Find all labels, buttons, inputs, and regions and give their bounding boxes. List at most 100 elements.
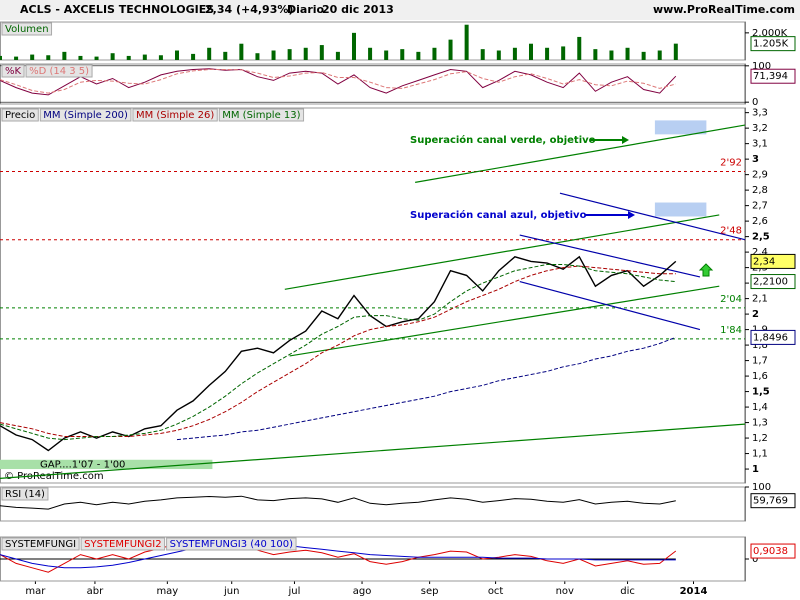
trend-line — [284, 214, 720, 290]
y-tick-label: 0 — [752, 97, 758, 108]
volume-bar — [464, 24, 469, 60]
volume-bar — [239, 43, 244, 60]
volume-bar — [110, 53, 115, 60]
volume-bar — [609, 50, 614, 60]
volume-bar — [480, 49, 485, 60]
date: 20 dic 2013 — [322, 3, 394, 16]
volume-bar — [593, 49, 598, 60]
y-tick-label: 1,5 — [752, 387, 770, 398]
legend-box — [39, 108, 132, 122]
quote: 2,34 (+4,93%) — [205, 3, 293, 16]
level-label: 2'92 — [720, 158, 742, 169]
trend-line — [0, 423, 745, 479]
legend-box — [166, 537, 297, 551]
value-box — [750, 493, 796, 509]
zone-label: GAP....1'07 - 1'00 — [40, 459, 125, 470]
legend-entry: SYSTEMFUNGI — [5, 539, 76, 550]
y-tick-label: 2,5 — [752, 232, 770, 243]
level-label: 1'84 — [720, 325, 742, 336]
series-line — [0, 255, 677, 452]
y-tick-label: 0 — [752, 554, 758, 565]
legend-entry: %K — [5, 66, 22, 77]
legend-entry: RSI (14) — [5, 489, 45, 500]
volume-bar — [191, 53, 196, 60]
value-box — [750, 543, 796, 559]
value-label: 0,9038 — [753, 546, 788, 557]
y-tick-label: 2,4 — [752, 247, 768, 258]
x-tick-label: 2014 — [680, 586, 708, 597]
y-tick-label: 2,1 — [752, 294, 768, 305]
trend-line — [519, 280, 701, 331]
volume-bar — [432, 47, 437, 60]
y-tick-label: 2,6 — [752, 216, 768, 227]
series-line — [176, 336, 676, 441]
legend-entry: MM (Simple 13) — [222, 110, 300, 121]
legend-entry: SYSTEMFUNGI2 — [84, 539, 161, 550]
y-tick-label: 100 — [752, 61, 771, 72]
series-line — [0, 69, 676, 94]
trend-line — [559, 192, 745, 241]
series-line — [0, 495, 676, 510]
legend-box — [1, 487, 49, 501]
volume-bar — [62, 51, 67, 60]
volume-bar — [368, 47, 373, 60]
trend-line — [519, 234, 701, 278]
annotation: Superación canal verde, objetivo — [410, 134, 596, 146]
legend-box — [1, 64, 25, 78]
value-box — [750, 253, 796, 269]
y-tick-label: 2,9 — [752, 170, 768, 181]
legend-box — [1, 22, 53, 36]
y-tick-label: 1 — [752, 464, 759, 475]
series-line — [0, 539, 677, 573]
volume-bar — [46, 55, 51, 60]
legend-box — [80, 537, 166, 551]
x-tick-label: mar — [25, 586, 46, 597]
volume-bar — [158, 55, 163, 60]
target-zone — [654, 120, 707, 135]
volume-bar — [528, 43, 533, 60]
volume-bar — [335, 51, 340, 60]
volume-bar — [30, 54, 35, 60]
volume-bar — [255, 53, 260, 60]
value-box — [750, 274, 796, 290]
volume-bar — [223, 51, 228, 60]
volume-bar — [78, 55, 83, 60]
volume-bar — [0, 55, 2, 60]
y-tick-label: 3,1 — [752, 139, 768, 150]
target-zone — [654, 202, 707, 217]
y-tick-label: 1,7 — [752, 356, 768, 367]
annotation: Superación canal azul, objetivo — [410, 209, 587, 221]
x-tick-label: may — [156, 586, 178, 597]
volume-bar — [657, 50, 662, 60]
site: www.ProRealTime.com — [653, 3, 795, 16]
series-line — [0, 542, 676, 569]
volume-bar — [319, 45, 324, 60]
legend-entry: MM (Simple 200) — [43, 110, 128, 121]
volume-bar — [512, 47, 517, 60]
y-tick-label: 3 — [752, 154, 759, 165]
level-label: 2'48 — [720, 226, 742, 237]
period: Diario — [287, 3, 325, 16]
y-tick-label: 1,4 — [752, 402, 768, 413]
x-tick-label: ago — [353, 586, 372, 597]
volume-bar — [142, 54, 147, 60]
y-tick-label: 1,3 — [752, 418, 768, 429]
y-tick-label: 3,3 — [752, 108, 768, 119]
volume-bar — [673, 43, 678, 60]
x-tick-label: jul — [288, 586, 301, 597]
value-label: 2,2100 — [753, 277, 788, 288]
volume-bar — [14, 56, 19, 60]
legend-entry: SYSTEMFUNGI3 (40 100) — [170, 539, 294, 550]
volume-bar — [400, 49, 405, 60]
volume-bar — [545, 47, 550, 60]
legend-entry: Precio — [5, 110, 35, 121]
volume-bar — [625, 47, 630, 60]
up-arrow — [698, 263, 714, 277]
panel — [0, 539, 677, 573]
value-box — [750, 68, 796, 84]
y-tick-label: 2 — [752, 309, 759, 320]
y-tick-label: 1,2 — [752, 433, 768, 444]
volume-bar — [94, 56, 99, 60]
series-line — [0, 264, 676, 441]
